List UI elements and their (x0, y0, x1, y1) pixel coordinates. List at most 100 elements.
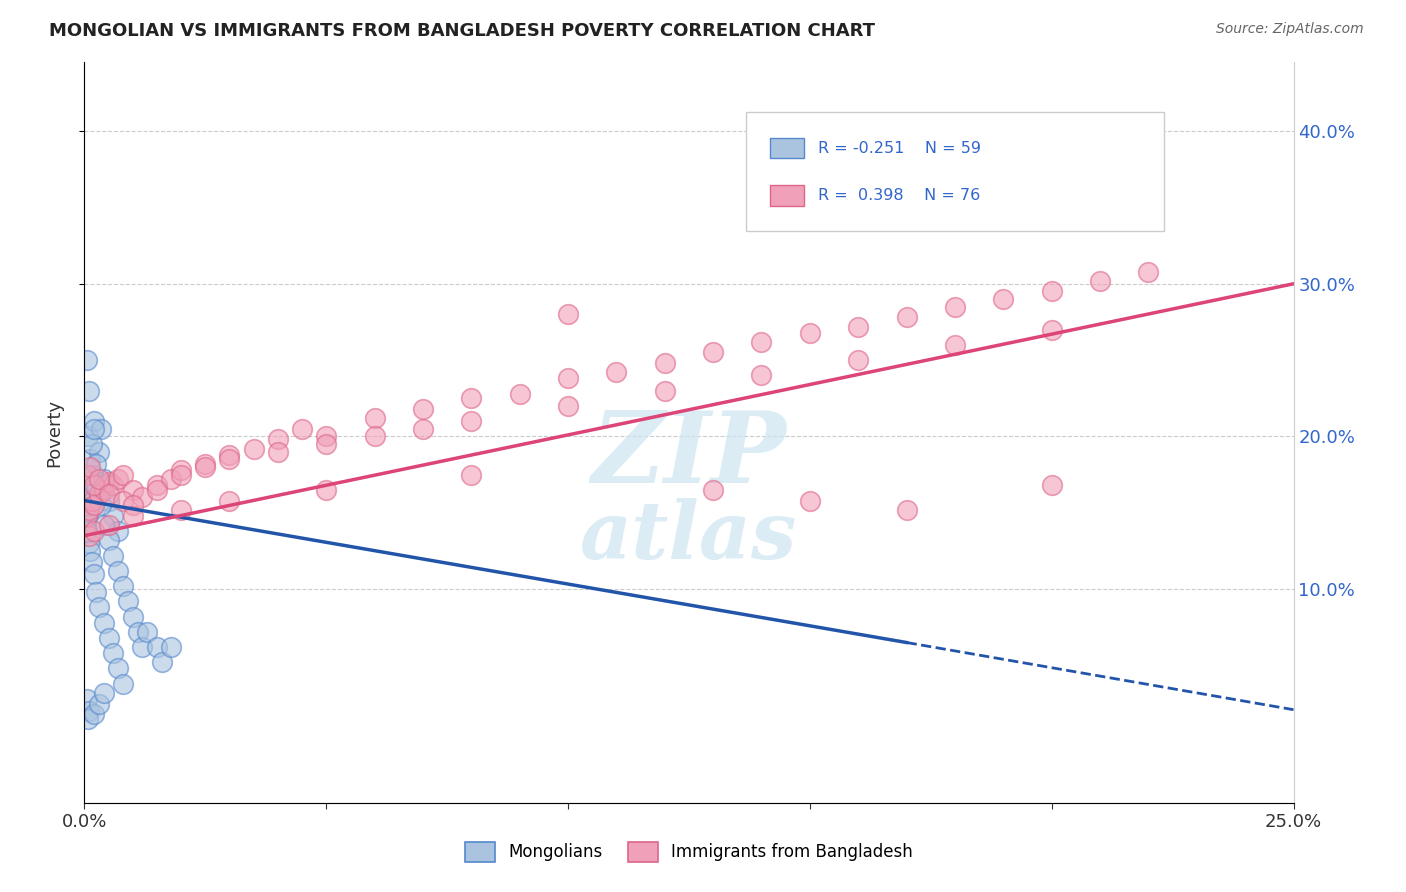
Point (107, 661, 129, 675)
Point (97, 487, 120, 501)
Point (557, 371, 579, 385)
Point (702, 345, 724, 359)
Point (146, 640, 169, 654)
Point (509, 386, 531, 401)
Bar (770, 137, 804, 159)
Point (97, 533, 120, 548)
Point (93, 472, 115, 486)
Point (363, 411, 385, 425)
Point (112, 493, 135, 508)
Text: MONGOLIAN VS IMMIGRANTS FROM BANGLADESH POVERTY CORRELATION CHART: MONGOLIAN VS IMMIGRANTS FROM BANGLADESH … (49, 22, 875, 40)
Point (83, 566, 105, 581)
Point (1137, 264, 1160, 278)
Point (112, 467, 135, 482)
Point (1088, 274, 1111, 288)
Point (412, 422, 434, 436)
Point (112, 579, 135, 593)
Point (146, 478, 169, 492)
Point (557, 399, 579, 413)
Point (77, 384, 100, 398)
Point (82, 467, 104, 482)
Point (242, 442, 264, 456)
Legend: Mongolians, Immigrants from Bangladesh: Mongolians, Immigrants from Bangladesh (458, 835, 920, 869)
Y-axis label: Poverty: Poverty (45, 399, 63, 467)
Text: R = -0.251    N = 59: R = -0.251 N = 59 (818, 141, 981, 155)
Point (460, 414, 482, 428)
Point (896, 310, 918, 325)
Point (76, 508, 98, 523)
Point (83, 414, 105, 428)
Point (107, 472, 129, 486)
Point (79, 452, 101, 467)
Point (97, 475, 120, 490)
Point (87, 600, 110, 615)
Point (93, 615, 115, 630)
Point (77, 529, 100, 543)
Point (87, 487, 110, 501)
Point (87, 472, 110, 486)
Point (107, 524, 129, 538)
Point (83, 478, 105, 492)
Point (103, 549, 125, 563)
Point (76, 353, 98, 368)
Point (896, 502, 918, 516)
Point (80, 483, 103, 497)
Point (121, 508, 143, 523)
Point (170, 463, 193, 477)
Point (267, 444, 290, 458)
Point (702, 483, 724, 497)
Text: ZIP: ZIP (592, 407, 786, 503)
Point (77, 467, 100, 482)
Text: R =  0.398    N = 76: R = 0.398 N = 76 (818, 187, 980, 202)
Point (76, 692, 98, 706)
Point (131, 491, 153, 505)
Point (799, 326, 821, 340)
Point (103, 646, 125, 660)
Point (267, 433, 290, 447)
Text: atlas: atlas (581, 498, 797, 575)
Point (87, 444, 110, 458)
Point (170, 502, 193, 516)
Bar (770, 185, 804, 206)
Point (83, 493, 105, 508)
Point (943, 300, 966, 314)
Point (654, 384, 676, 398)
Point (97, 631, 120, 645)
Point (751, 368, 773, 383)
Point (79, 544, 101, 558)
Point (654, 356, 676, 370)
Point (412, 401, 434, 416)
Point (86, 478, 108, 492)
Point (1040, 478, 1063, 492)
Point (83, 498, 105, 512)
Point (112, 677, 135, 691)
Point (363, 429, 385, 443)
Point (107, 564, 129, 578)
Point (93, 478, 115, 492)
Point (77, 508, 100, 523)
Point (315, 437, 337, 451)
Point (77, 429, 100, 443)
Point (557, 307, 579, 321)
Point (846, 353, 869, 368)
Point (97, 493, 120, 508)
Point (160, 640, 183, 654)
Point (194, 457, 217, 471)
Point (76, 498, 98, 512)
Point (93, 518, 115, 533)
Point (194, 460, 217, 475)
Point (83, 422, 105, 436)
Point (170, 467, 193, 482)
Point (93, 686, 115, 700)
Point (86, 585, 108, 599)
Point (751, 334, 773, 349)
Point (90, 498, 112, 512)
Point (136, 624, 159, 639)
Point (103, 508, 125, 523)
Point (93, 483, 115, 497)
Point (121, 483, 143, 497)
Point (146, 483, 169, 497)
Point (846, 319, 869, 334)
Point (460, 391, 482, 405)
Point (103, 478, 125, 492)
